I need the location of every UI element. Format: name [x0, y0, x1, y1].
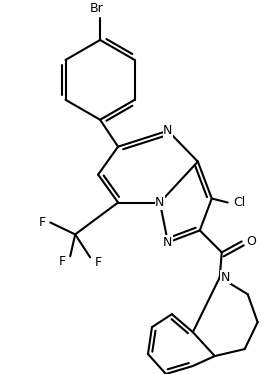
Text: O: O: [247, 235, 257, 248]
Text: Br: Br: [90, 1, 104, 15]
Text: N: N: [221, 271, 230, 284]
Text: F: F: [59, 255, 66, 268]
Text: N: N: [155, 196, 165, 209]
Text: F: F: [95, 256, 102, 269]
Text: F: F: [39, 216, 46, 229]
Text: N: N: [163, 236, 173, 249]
Text: Cl: Cl: [233, 196, 246, 209]
Text: N: N: [163, 124, 173, 137]
